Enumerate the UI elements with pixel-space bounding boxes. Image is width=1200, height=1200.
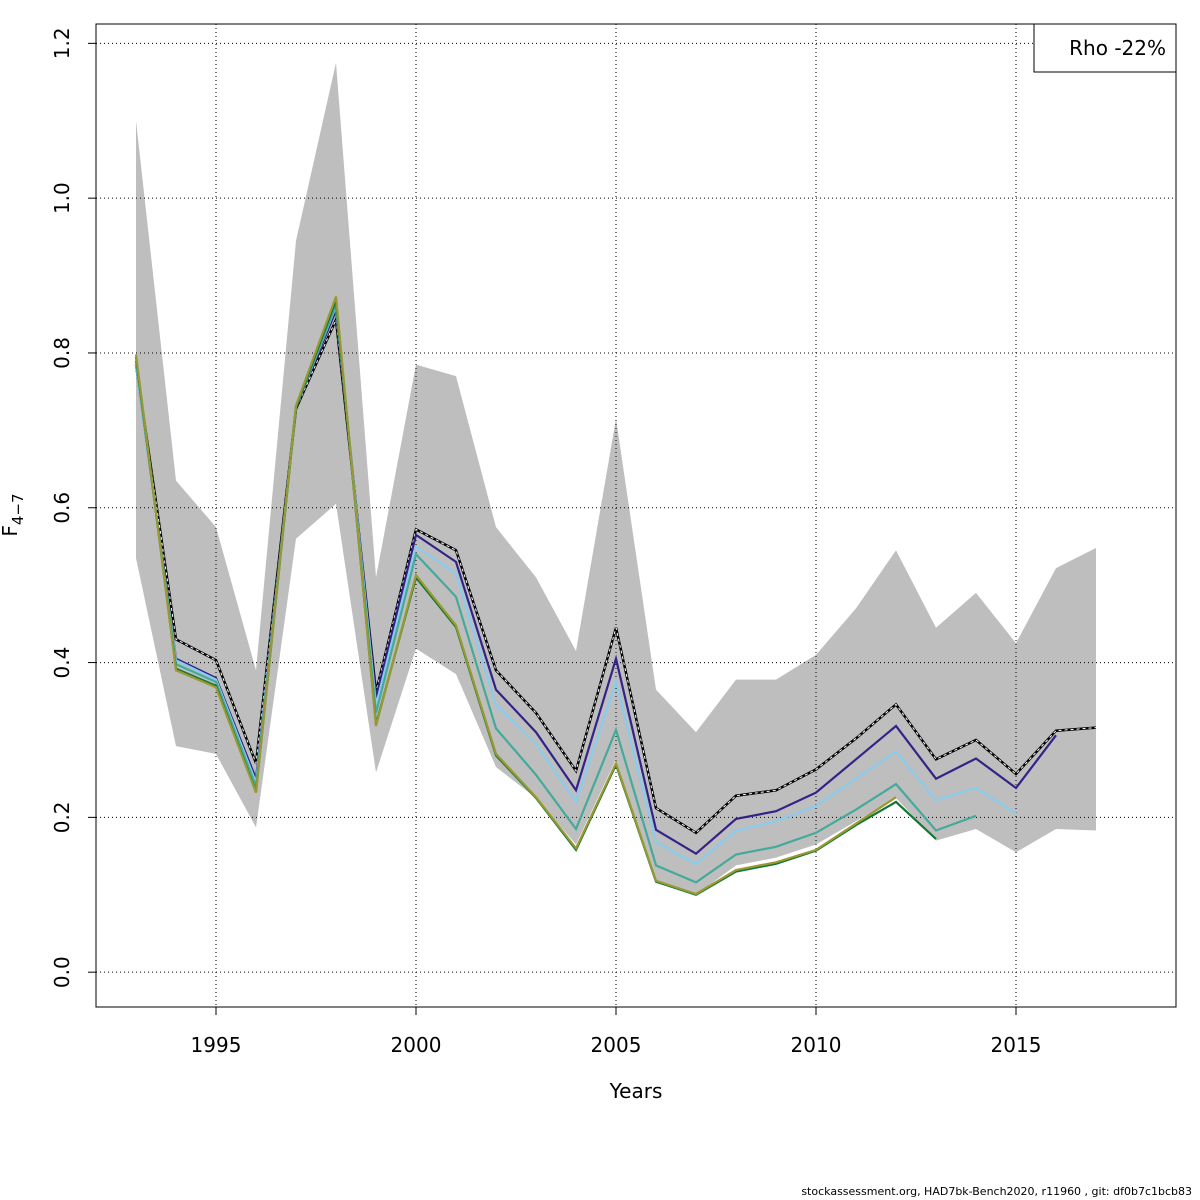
grid-layer [96,24,1176,1007]
x-tick-label: 2010 [791,1033,842,1057]
x-axis-title: Years [609,1079,663,1103]
y-tick-label: 0.4 [50,647,74,679]
x-tick-label: 2015 [991,1033,1042,1057]
y-tick-label: 1.0 [50,182,74,214]
y-axis-title: F4−7 [0,493,27,536]
y-axis: 0.0 0.2 0.4 0.6 0.8 1.0 1.2 [50,27,97,988]
y-tick-label: 0.0 [50,956,74,988]
y-tick-label: 0.8 [50,337,74,369]
legend-box [1033,23,1177,73]
x-axis: 1995 2000 2005 2010 2015 [191,1006,1042,1057]
legend: Rho -22% [1033,23,1177,73]
y-axis-title-main: F [0,525,22,537]
x-tick-label: 2005 [591,1033,642,1057]
y-axis-title-subscript: 4−7 [9,493,27,525]
x-tick-label: 1995 [191,1033,242,1057]
x-tick-label: 2000 [391,1033,442,1057]
series-line-0-dash [135,317,1097,834]
legend-text: Rho -22% [1069,36,1166,60]
y-tick-label: 0.6 [50,492,74,524]
series-layer [134,296,1097,896]
y-tick-label: 1.2 [50,27,74,59]
series-line-5 [134,296,897,896]
plot-frame [95,23,1177,1008]
y-tick-label: 0.2 [50,801,74,833]
footer-credit: stockassessment.org, HAD7bk-Bench2020, r… [801,1185,1192,1198]
